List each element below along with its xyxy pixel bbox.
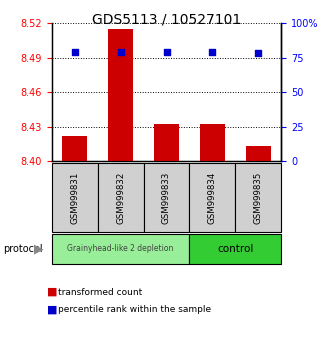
Point (210, 49, 215, 55)
Text: transformed count: transformed count (58, 287, 143, 297)
Bar (246, 146, 271, 161)
Bar (62, 136, 87, 161)
Bar (108, 29, 133, 161)
Text: GSM999835: GSM999835 (254, 171, 263, 223)
Point (164, 49, 169, 55)
Text: GSM999831: GSM999831 (70, 171, 79, 223)
Text: GSM999833: GSM999833 (162, 171, 171, 223)
Point (72, 49, 77, 55)
Text: ▶: ▶ (34, 242, 43, 255)
Text: GDS5113 / 10527101: GDS5113 / 10527101 (92, 12, 241, 27)
Point (256, 51, 261, 56)
Text: Grainyhead-like 2 depletion: Grainyhead-like 2 depletion (67, 244, 174, 253)
Bar (154, 124, 179, 161)
Text: ■: ■ (47, 305, 57, 315)
Text: percentile rank within the sample: percentile rank within the sample (58, 305, 211, 314)
Text: control: control (217, 244, 254, 254)
Text: GSM999832: GSM999832 (116, 171, 125, 223)
Point (118, 49, 123, 55)
Text: protocol: protocol (3, 244, 43, 254)
Text: GSM999834: GSM999834 (208, 171, 217, 223)
Text: ■: ■ (47, 287, 57, 297)
Bar (200, 124, 225, 161)
